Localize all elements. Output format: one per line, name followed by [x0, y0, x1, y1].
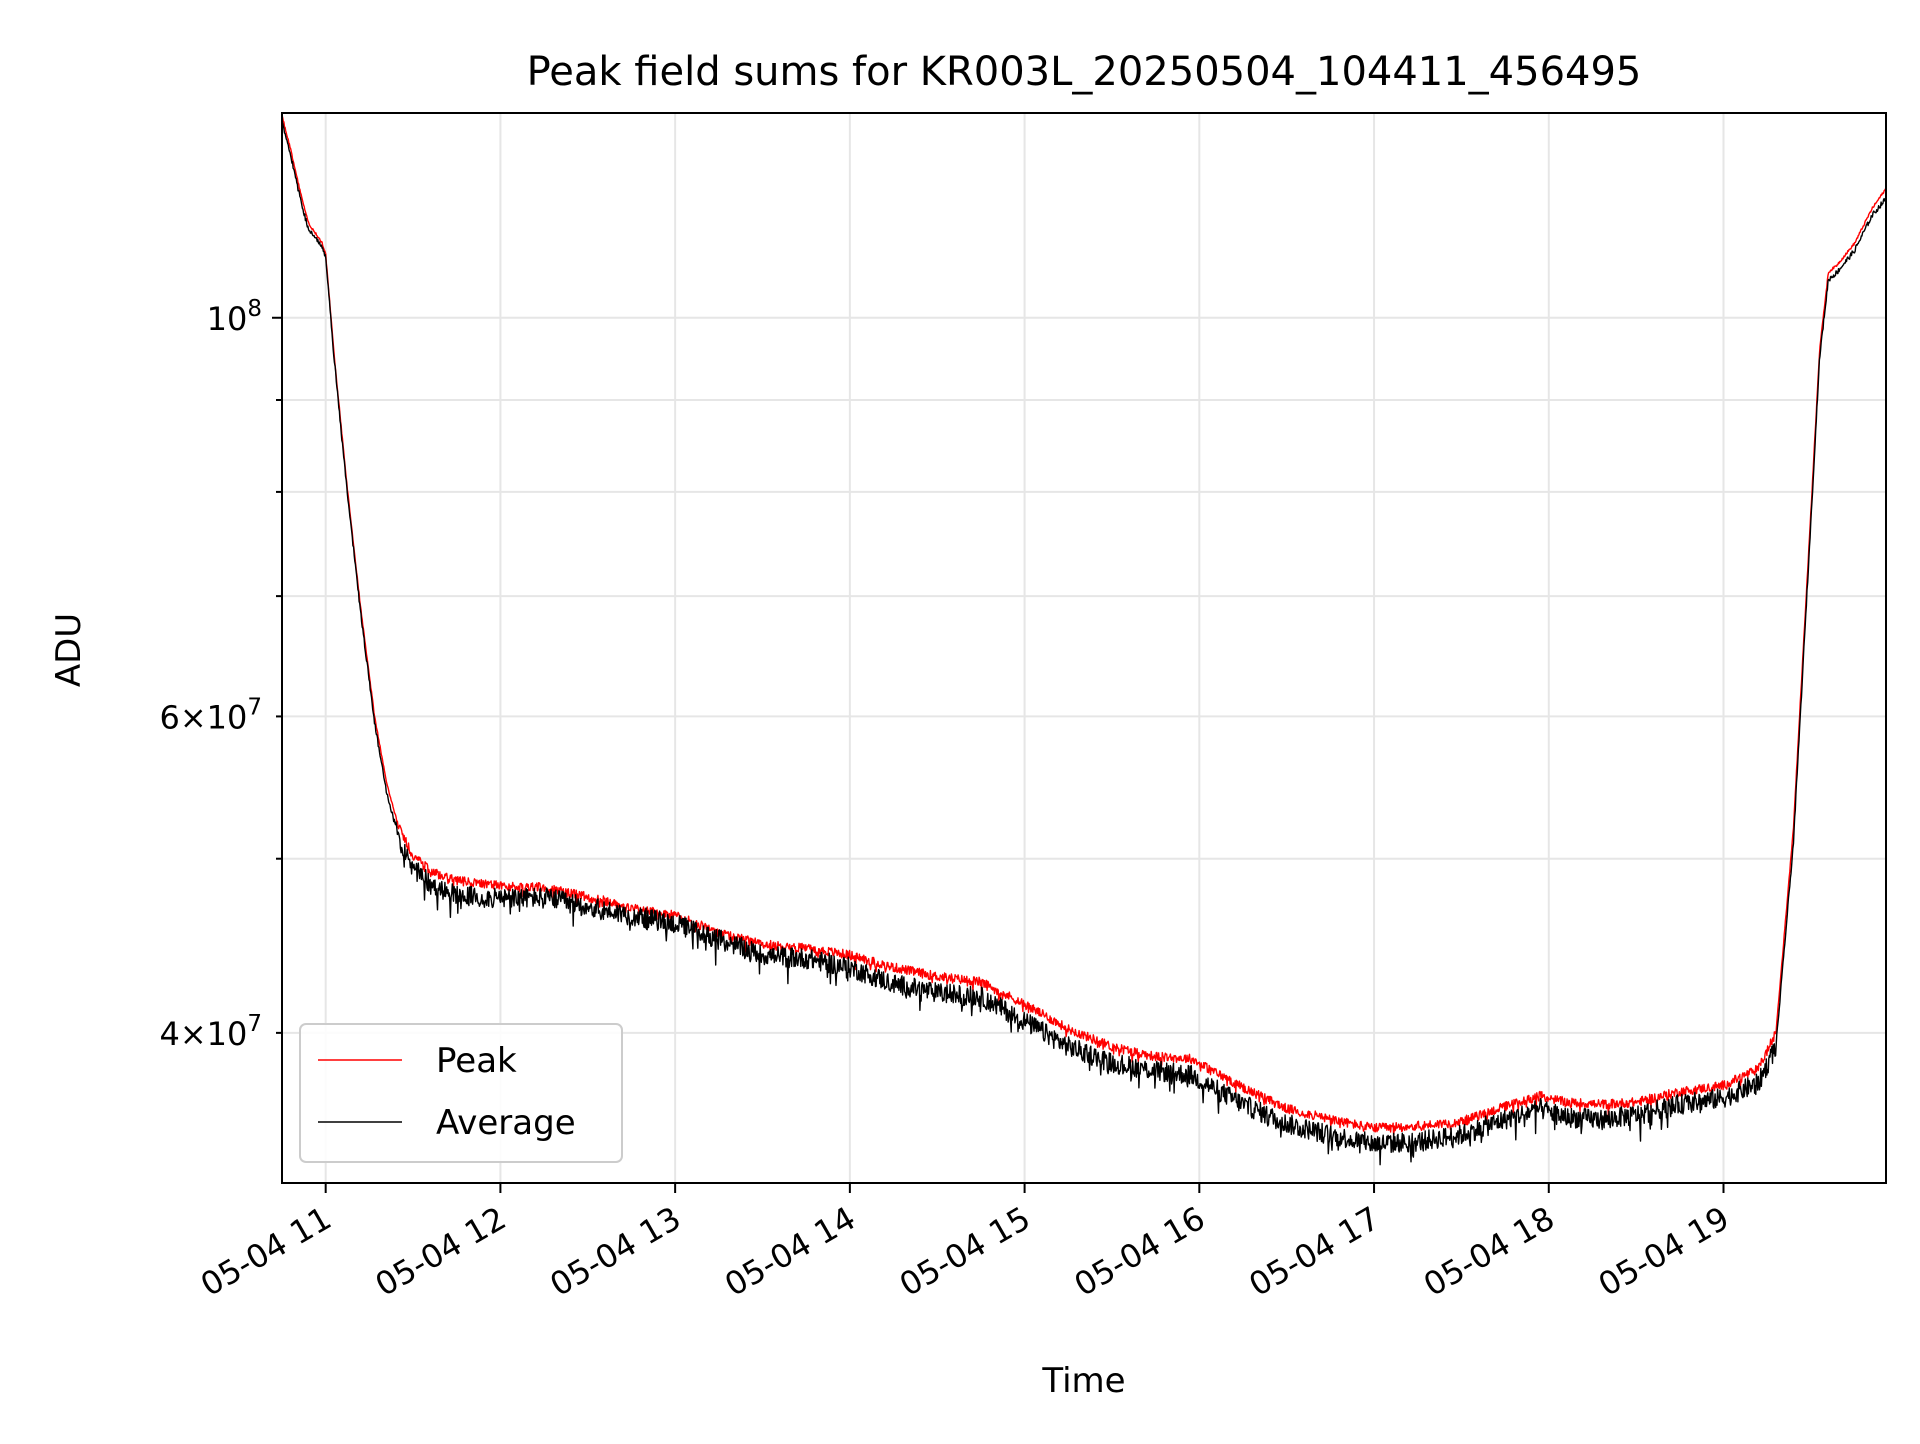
y-tick-mantissa: 4 [159, 1015, 179, 1053]
legend-label-peak: Peak [436, 1041, 517, 1081]
series-group [281, 114, 1887, 1166]
y-tick-exponent: 7 [247, 1011, 262, 1037]
series-line-average [281, 120, 1887, 1166]
y-tick-times: × [180, 698, 207, 736]
y-tick-exponent: 7 [247, 694, 262, 720]
x-axis-label: Time [1041, 1361, 1125, 1401]
y-tick-mantissa: 6 [159, 698, 179, 736]
y-tick-base: 10 [207, 698, 248, 736]
y-tick-times: × [180, 1015, 207, 1053]
y-axis-label: ADU [49, 613, 89, 687]
legend: Peak Average [299, 1023, 623, 1163]
legend-label-average: Average [436, 1103, 576, 1143]
y-tick-base: 10 [207, 300, 248, 338]
y-tick-label: 4×107 [159, 1011, 262, 1053]
legend-box [299, 1023, 623, 1163]
axes-frame [281, 112, 1887, 1184]
y-tick-exponent: 8 [247, 296, 262, 322]
y-tick-label: 108 [207, 296, 262, 338]
series-line-peak [281, 114, 1887, 1139]
chart-title: Peak field sums for KR003L_20250504_1044… [527, 49, 1642, 95]
y-tick-base: 10 [207, 1015, 248, 1053]
y-tick-label: 6×107 [159, 694, 262, 736]
